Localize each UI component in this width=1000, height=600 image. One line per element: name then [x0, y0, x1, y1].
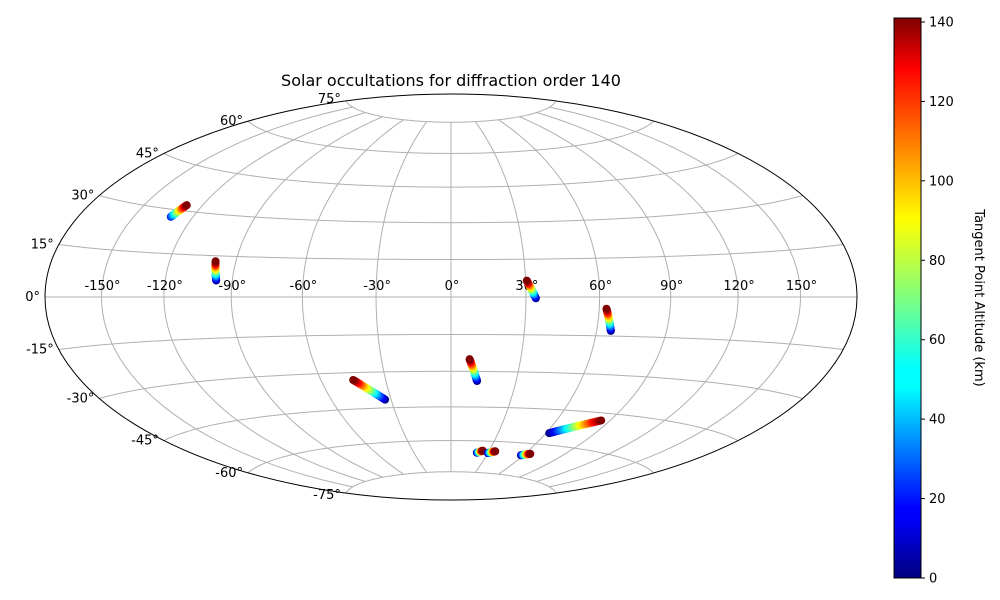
colorbar-gradient: [893, 17, 922, 579]
colorbar-tick-label: 140: [929, 16, 954, 31]
map-boundary: [44, 93, 858, 501]
occultation-point: [349, 375, 358, 384]
parallel-line: [247, 440, 655, 474]
latitude-tick-label: 45°: [136, 147, 159, 162]
parallel-line: [163, 153, 739, 188]
parallel-line: [163, 406, 739, 441]
colorbar-tick-label: 40: [929, 413, 946, 428]
latitude-tick-label: -30°: [67, 392, 95, 407]
parallel-line: [345, 100, 557, 123]
chart-title: Solar occultations for diffraction order…: [281, 71, 621, 90]
colorbar-tick-label: 0: [929, 572, 937, 587]
longitude-tick-label: 90°: [660, 279, 683, 294]
plot-area: -150° -120° -90° -60° -30° 0° 30° 60° 90° 120° 150…: [25, 92, 858, 503]
longitude-tick-label: 60°: [589, 279, 612, 294]
longitude-tick-label: 120°: [723, 279, 754, 294]
latitude-tick-label: 75°: [318, 92, 341, 107]
colorbar-tick-label: 100: [929, 174, 954, 189]
colorbar: 0 20 40 60 80 100 120 140 Tangent Point Altitud…: [893, 16, 986, 587]
latitude-tick-label: 15°: [31, 238, 54, 253]
latitude-tick-label: -75°: [313, 488, 341, 503]
map-grid: [45, 100, 857, 494]
occultation-point: [182, 201, 191, 210]
occultation-point: [522, 276, 531, 285]
latitude-tick-label: 60°: [220, 114, 243, 129]
longitude-tick-label: -120°: [147, 279, 183, 294]
colorbar-tick-label: 120: [929, 95, 954, 110]
latitude-tick-label: -60°: [215, 466, 243, 481]
occultation-point: [211, 257, 220, 266]
occultation-point: [526, 449, 535, 458]
longitude-tick-label: 0°: [445, 279, 460, 294]
parallel-line: [58, 243, 844, 261]
colorbar-label: Tangent Point Altitude (km): [971, 208, 986, 386]
colorbar-ticks: 0 20 40 60 80 100 120 140: [921, 16, 954, 587]
parallel-line: [247, 120, 655, 154]
parallel-line: [345, 471, 557, 494]
latitude-tick-labels: 75° 60° 45° 30° 15° 0° -15° -30° -45° -60° -75°: [25, 92, 341, 503]
colorbar-tick-label: 60: [929, 333, 946, 348]
latitude-tick-label: 30°: [71, 189, 94, 204]
occultation-points: [166, 201, 615, 460]
latitude-tick-label: -45°: [131, 434, 159, 449]
parallel-line: [99, 195, 803, 224]
colorbar-tick-label: 80: [929, 254, 946, 269]
occultation-point: [597, 416, 606, 425]
longitude-tick-label: -90°: [218, 279, 246, 294]
parallel-line: [58, 333, 844, 351]
longitude-tick-label: -150°: [84, 279, 120, 294]
parallel-line: [99, 370, 803, 399]
occultation-point: [491, 447, 500, 456]
occultation-point: [602, 304, 611, 313]
longitude-tick-label: -30°: [363, 279, 391, 294]
occultation-point: [465, 355, 474, 364]
longitude-tick-label: -60°: [290, 279, 318, 294]
longitude-tick-label: 150°: [786, 279, 817, 294]
latitude-tick-label: 0°: [25, 290, 40, 305]
longitude-tick-labels: -150°-120°-90°-60°-30°0°30°60°90°120°150…: [84, 279, 817, 294]
latitude-tick-label: -15°: [26, 343, 54, 358]
colorbar-tick-label: 20: [929, 492, 946, 507]
